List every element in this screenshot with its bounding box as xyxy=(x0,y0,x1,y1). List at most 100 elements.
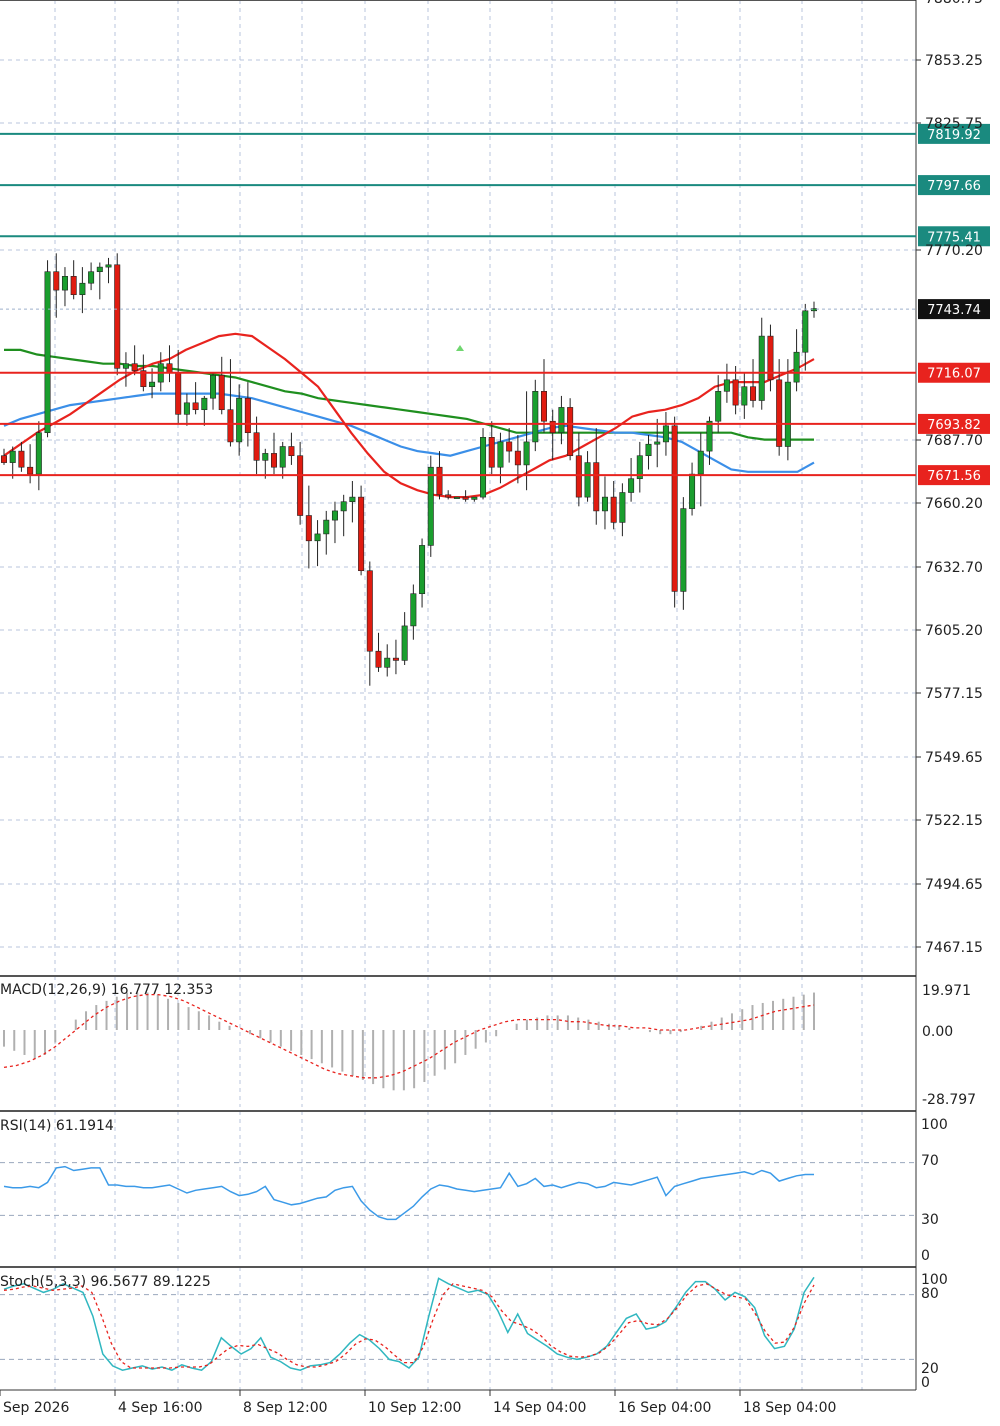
candle-bear xyxy=(175,372,182,415)
stoch-tick-label: 100 xyxy=(921,1272,948,1288)
price-tick-label: 7522.15 xyxy=(925,813,983,829)
candle-bull xyxy=(645,443,652,457)
candle-bull xyxy=(183,402,190,415)
candle-bear xyxy=(227,409,234,443)
resistance-level-label: 7775.41 xyxy=(927,230,981,245)
support-level-label: 7693.82 xyxy=(927,418,981,433)
macd-panel: MACD(12,26,9) 16.777 12.353 xyxy=(0,982,815,1091)
candle-bear xyxy=(567,407,574,457)
candle-bear xyxy=(244,397,251,434)
candle-bull xyxy=(689,473,696,509)
rsi-tick-label: 30 xyxy=(921,1212,939,1228)
candle-bull xyxy=(61,276,68,291)
ma-red-line xyxy=(3,332,815,499)
candle-bull xyxy=(784,381,791,447)
price-tick-label: 7660.20 xyxy=(925,496,983,512)
stoch-tick-label: 0 xyxy=(921,1375,930,1391)
candle-bull xyxy=(340,501,347,512)
candle-bear xyxy=(671,425,678,592)
current-price-label: 7743.74 xyxy=(927,303,981,318)
rsi-label: RSI(14) 61.1914 xyxy=(0,1118,114,1134)
candle-bear xyxy=(732,379,739,406)
candle-bear xyxy=(253,432,260,461)
candle-bear xyxy=(27,466,34,475)
candle-bull xyxy=(723,379,730,392)
candle-bull xyxy=(279,446,286,468)
candle-bear xyxy=(288,446,295,457)
candle-bear xyxy=(506,441,513,452)
candle-bull xyxy=(697,450,704,475)
grid xyxy=(0,0,917,1391)
resistance-level-label: 7797.66 xyxy=(927,179,981,194)
candle-bull xyxy=(793,351,800,383)
candle-bull xyxy=(802,310,809,353)
candle-bear xyxy=(488,437,495,468)
candle-bull xyxy=(810,308,817,312)
candle-bear xyxy=(0,455,8,463)
candle-bear xyxy=(549,420,556,434)
candle-bear xyxy=(366,570,373,652)
candle-bull xyxy=(210,374,217,399)
candle-bull xyxy=(44,271,51,434)
candle-bull xyxy=(715,391,722,422)
candle-bull xyxy=(314,533,321,542)
rsi-line xyxy=(3,1165,814,1221)
candle-bear xyxy=(445,494,452,498)
candle-bull xyxy=(384,657,391,668)
candle-bear xyxy=(18,450,25,468)
candle-bear xyxy=(540,391,547,422)
price-tick-label: 7467.15 xyxy=(925,940,983,956)
time-tick-label: Sep 2026 xyxy=(3,1400,70,1416)
candle-bull xyxy=(662,425,669,443)
macd-signal-line xyxy=(3,993,815,1079)
stoch-d-line xyxy=(3,1283,815,1369)
candle-bull xyxy=(680,508,687,592)
candle-bear xyxy=(192,402,199,411)
stoch-label: Stoch(5,3,3) 96.5677 89.1225 xyxy=(0,1274,211,1290)
candle-bull xyxy=(262,453,269,461)
candle-bull xyxy=(35,432,42,475)
time-axis: Sep 2026 4 Sep 16:00 8 Sep 12:00 10 Sep 12:… xyxy=(0,1390,836,1416)
stoch-tick-label: 80 xyxy=(921,1286,939,1302)
ma-green-line xyxy=(4,348,814,441)
candle-bull xyxy=(601,496,608,512)
candle-bull xyxy=(453,496,460,499)
candle-bear xyxy=(767,335,774,381)
current-price-tag xyxy=(918,299,990,320)
candle-bull xyxy=(706,420,713,452)
candle-bull xyxy=(122,363,129,369)
ma-blue-line xyxy=(3,392,815,473)
rsi-tick-label: 100 xyxy=(921,1117,948,1133)
support-level-label: 7671.56 xyxy=(927,469,981,484)
candle-bear xyxy=(610,496,617,523)
candle-bear xyxy=(776,379,783,447)
candle-bull xyxy=(427,466,434,546)
candle-bull xyxy=(419,545,426,595)
price-tick-label: 7605.20 xyxy=(925,623,983,639)
support-level-label: 7716.07 xyxy=(927,367,981,382)
price-tick-label: 7577.15 xyxy=(925,686,983,702)
support-level-tag xyxy=(918,465,990,486)
candle-bull xyxy=(88,271,95,284)
main-panel xyxy=(0,132,916,686)
candle-bear xyxy=(70,276,77,296)
resistance-level-tag xyxy=(918,175,990,196)
macd-tick-label: -28.797 xyxy=(922,1092,976,1108)
resistance-level-tag xyxy=(918,123,990,144)
price-tick-label: 7494.65 xyxy=(925,877,983,893)
candle-bull xyxy=(480,437,487,498)
candle-bull xyxy=(654,441,661,445)
time-tick-label: 10 Sep 12:00 xyxy=(368,1400,461,1416)
candle-bear xyxy=(140,370,147,388)
stoch-k-line xyxy=(3,1276,815,1372)
candle-bear xyxy=(750,386,757,401)
candle-bear xyxy=(166,363,173,374)
macd-tick-label: 19.971 xyxy=(922,983,971,999)
price-tick-label: 7632.70 xyxy=(925,560,983,576)
candle-bull xyxy=(149,381,156,388)
signal-arrow-icon xyxy=(456,345,464,351)
time-tick-label: 8 Sep 12:00 xyxy=(243,1400,328,1416)
price-tick-label: 7549.65 xyxy=(925,750,983,766)
candle-bear xyxy=(131,363,138,371)
